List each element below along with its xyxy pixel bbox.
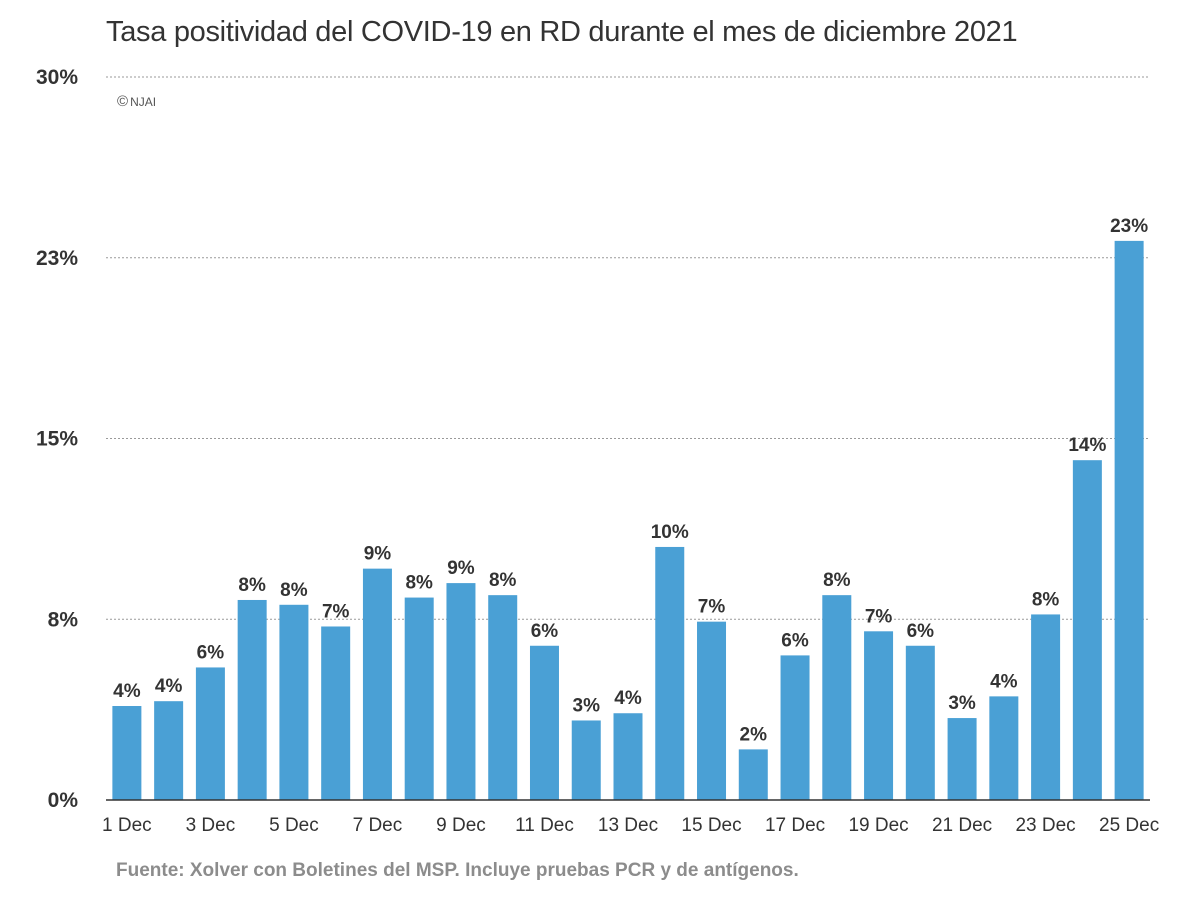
- y-tick-label: 30%: [36, 66, 78, 89]
- bar: [279, 604, 309, 800]
- bars: [112, 240, 1144, 800]
- data-label: 10%: [651, 522, 689, 543]
- bar: [237, 599, 267, 800]
- x-axis-ticks: 1 Dec 3 Dec 5 Dec 7 Dec 9 Dec 11 Dec 13 Dec 15 …: [102, 815, 1159, 836]
- bar: [404, 597, 434, 800]
- bar: [697, 621, 727, 800]
- watermark: © NJAI: [117, 94, 156, 109]
- watermark-label: NJAI: [130, 94, 157, 109]
- data-label: 14%: [1068, 435, 1106, 456]
- data-label: 4%: [113, 681, 141, 702]
- data-label: 6%: [531, 621, 559, 642]
- x-tick-label: 15 Dec: [681, 815, 741, 836]
- data-label: 8%: [823, 570, 851, 591]
- data-label: 9%: [364, 544, 392, 565]
- data-label: 2%: [740, 724, 768, 745]
- data-label: 4%: [155, 676, 183, 697]
- x-tick-label: 13 Dec: [598, 815, 658, 836]
- x-tick-label: 3 Dec: [186, 815, 236, 836]
- bar: [780, 655, 810, 800]
- bar: [822, 595, 852, 800]
- bar: [195, 667, 225, 800]
- bar: [1114, 240, 1144, 800]
- bar: [1031, 614, 1061, 800]
- y-tick-label: 23%: [36, 247, 78, 270]
- data-labels: 4% 4% 6% 8% 8% 7% 9% 8% 9% 8% 6% 3% 4% 10% 7% 2% 6% 8% 7% 6…: [113, 216, 1148, 746]
- data-label: 7%: [698, 597, 726, 618]
- data-label: 4%: [990, 671, 1018, 692]
- x-tick-label: 21 Dec: [932, 815, 992, 836]
- chart-title: Tasa positividad del COVID-19 en RD dura…: [106, 16, 1018, 48]
- data-label: 8%: [238, 575, 266, 596]
- bar: [362, 568, 392, 800]
- bar: [529, 645, 559, 800]
- y-axis-ticks: 0% 8% 15% 23% 30%: [36, 66, 78, 812]
- data-label: 6%: [781, 630, 809, 651]
- bar: [905, 645, 935, 800]
- x-tick-label: 9 Dec: [436, 815, 486, 836]
- bar: [947, 718, 977, 800]
- x-tick-label: 17 Dec: [765, 815, 825, 836]
- y-tick-label: 8%: [48, 608, 79, 631]
- data-label: 9%: [447, 558, 475, 579]
- data-label: 6%: [907, 621, 935, 642]
- y-tick-label: 0%: [48, 789, 79, 812]
- bar: [655, 546, 685, 800]
- x-tick-label: 7 Dec: [353, 815, 403, 836]
- data-label: 8%: [489, 570, 517, 591]
- copyright-icon: ©: [117, 93, 129, 110]
- bar: [154, 701, 184, 800]
- data-label: 8%: [280, 580, 308, 601]
- data-label: 8%: [1032, 589, 1060, 610]
- bar: [864, 631, 894, 800]
- data-label: 7%: [865, 606, 893, 627]
- bar: [488, 595, 518, 800]
- bar: [321, 626, 351, 800]
- x-tick-label: 25 Dec: [1099, 815, 1159, 836]
- y-tick-label: 15%: [36, 428, 78, 451]
- bar: [112, 706, 142, 800]
- bar: [613, 713, 643, 800]
- bar: [989, 696, 1019, 800]
- data-label: 3%: [573, 695, 601, 716]
- x-tick-label: 23 Dec: [1015, 815, 1075, 836]
- x-tick-label: 5 Dec: [269, 815, 319, 836]
- bar: [738, 749, 768, 800]
- data-label: 7%: [322, 601, 350, 622]
- x-tick-label: 19 Dec: [848, 815, 908, 836]
- bar: [446, 583, 476, 800]
- data-label: 6%: [197, 642, 225, 663]
- bar: [571, 720, 601, 800]
- x-tick-label: 11 Dec: [515, 815, 574, 836]
- source-footnote: Fuente: Xolver con Boletines del MSP. In…: [116, 860, 799, 881]
- x-tick-label: 1 Dec: [102, 815, 152, 836]
- data-label: 23%: [1110, 216, 1148, 237]
- data-label: 3%: [948, 693, 976, 714]
- data-label: 8%: [405, 573, 433, 594]
- gridlines: [106, 76, 1150, 620]
- data-label: 4%: [614, 688, 642, 709]
- bar: [1072, 460, 1102, 800]
